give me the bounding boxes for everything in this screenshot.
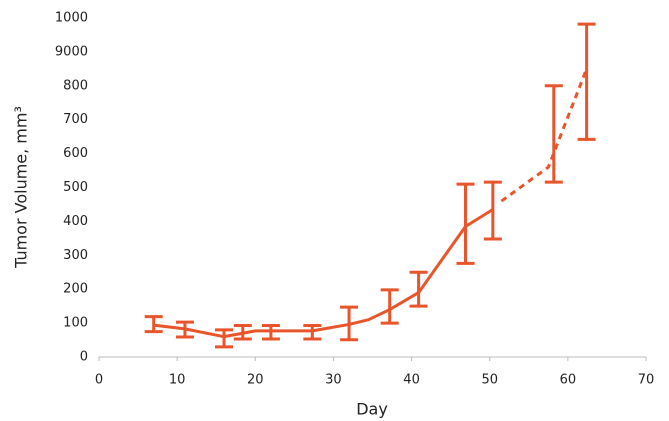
y-axis-title: Tumor Volume, mm³ [12,106,31,269]
error-bar [233,323,252,341]
x-tick-label: 40 [403,373,420,388]
error-bar [144,315,163,334]
error-bar [261,323,280,341]
x-tick-label: 70 [638,373,655,388]
error-bar [483,180,502,241]
y-tick-label: 9000 [55,44,88,59]
x-tick-label: 60 [560,373,577,388]
y-tick-label: 800 [63,78,88,93]
y-tick-label: 700 [63,112,88,127]
y-tick-label: 1000 [55,11,88,26]
error-bar [456,182,475,265]
line [500,68,589,203]
y-tick-label: 0 [80,350,88,365]
y-tick-label: 300 [63,248,88,263]
y-tick-label: 500 [63,180,88,195]
error-bar [215,328,234,349]
error-bar [544,84,563,184]
error-bar [303,323,322,341]
error-bar [577,22,596,141]
line [153,208,494,339]
x-tick-label: 10 [169,373,186,388]
error-bar [340,305,359,342]
error-bar [175,320,194,339]
x-tick-label: 20 [247,373,264,388]
x-tick-label: 50 [481,373,498,388]
y-tick-label: 200 [63,282,88,297]
error-bar [380,288,399,325]
x-tick-label: 0 [95,373,103,388]
error-bar [409,270,428,308]
x-tick-label: 30 [325,373,342,388]
y-tick-label: 600 [63,146,88,161]
y-tick-label: 400 [63,214,88,229]
x-axis-title: Day [356,400,388,419]
y-tick-label: 100 [63,316,88,331]
